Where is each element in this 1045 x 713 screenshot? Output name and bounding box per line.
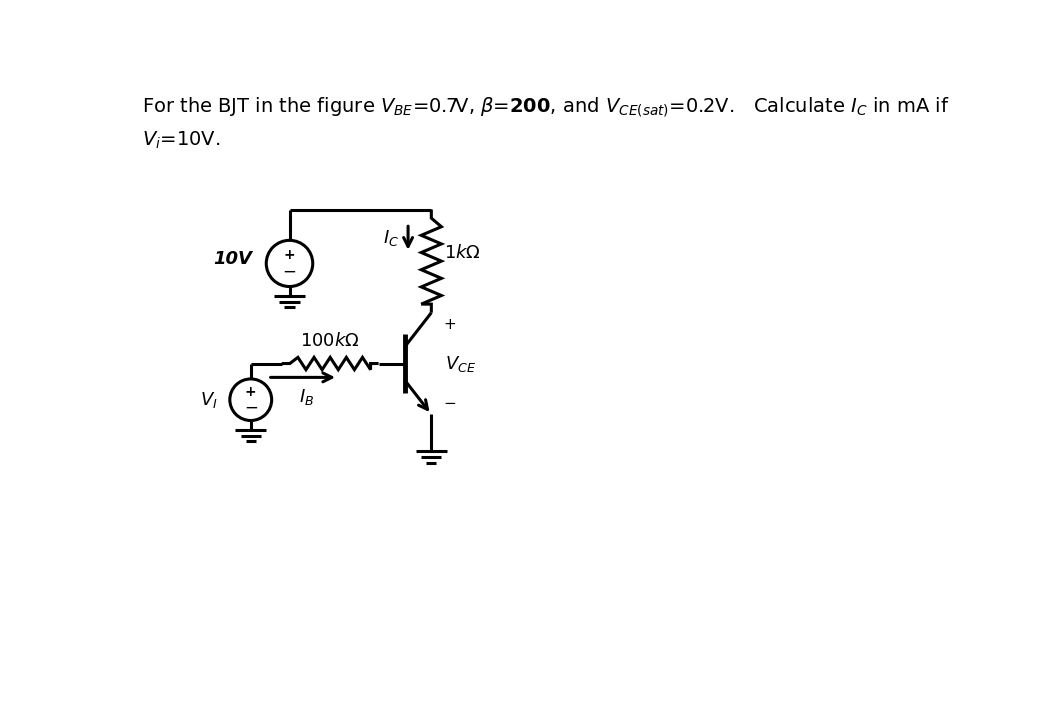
Text: +: + xyxy=(245,385,257,399)
Text: −: − xyxy=(444,396,457,411)
Text: $V_{CE}$: $V_{CE}$ xyxy=(445,354,477,374)
Text: −: − xyxy=(243,399,258,416)
Text: $I_B$: $I_B$ xyxy=(299,387,315,407)
Text: $V_i$=10V.: $V_i$=10V. xyxy=(142,130,220,150)
Text: −: − xyxy=(282,262,297,280)
Text: $I_C$: $I_C$ xyxy=(382,228,399,248)
Text: $1k\Omega$: $1k\Omega$ xyxy=(444,245,481,262)
Text: $100k\Omega$: $100k\Omega$ xyxy=(300,332,361,351)
Text: For the BJT in the figure $V_{BE}$=0.7V, $\beta$=$\mathbf{200}$, and $V_{CE(sat): For the BJT in the figure $V_{BE}$=0.7V,… xyxy=(142,96,950,119)
Text: $V_I$: $V_I$ xyxy=(201,390,218,410)
Text: 10V: 10V xyxy=(213,250,252,268)
Text: +: + xyxy=(283,248,296,262)
Text: +: + xyxy=(444,317,457,332)
